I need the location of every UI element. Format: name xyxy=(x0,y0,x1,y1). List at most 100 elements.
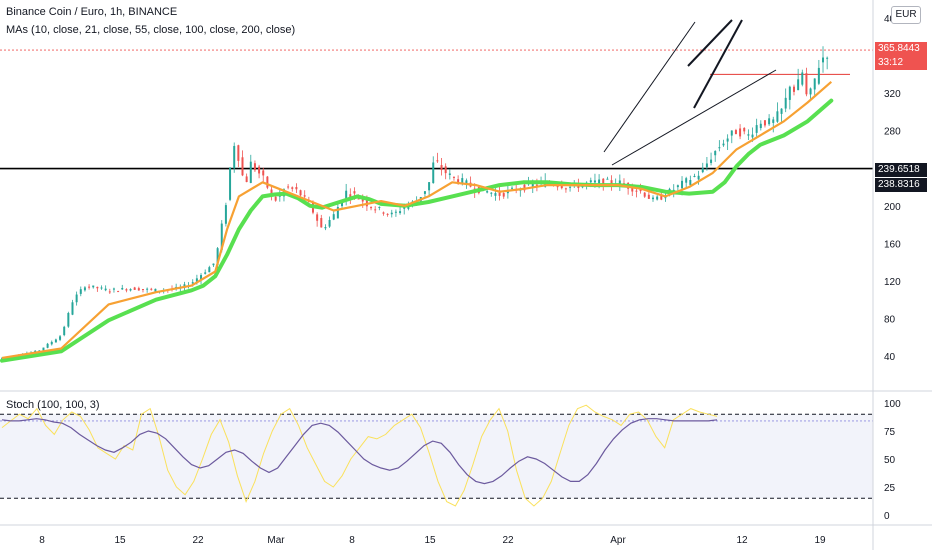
candle-body xyxy=(432,162,435,184)
price-tick-label: 80 xyxy=(884,314,896,325)
candle-body xyxy=(681,180,684,189)
time-tick-label: 8 xyxy=(39,535,45,546)
candle-body xyxy=(50,341,53,345)
candle-body xyxy=(693,176,696,178)
moving-averages-label: MAs (10, close, 21, close, 55, close, 10… xyxy=(6,24,296,36)
candle-body xyxy=(399,211,402,214)
candle-body xyxy=(258,166,261,174)
candle-body xyxy=(598,179,601,184)
candle-body xyxy=(233,145,236,169)
candle-body xyxy=(117,291,120,293)
price-tick-label: 320 xyxy=(884,89,901,100)
candle-body xyxy=(386,213,389,215)
candle-body xyxy=(639,189,642,192)
candle-body xyxy=(129,289,132,291)
time-tick-label: 8 xyxy=(349,535,355,546)
candle-body xyxy=(569,186,572,188)
candle-body xyxy=(556,186,559,188)
stoch-tick-label: 75 xyxy=(884,427,896,438)
time-tick-label: 22 xyxy=(502,535,514,546)
candle-body xyxy=(112,288,115,290)
stochastic-pane[interactable] xyxy=(0,404,873,507)
candle-body xyxy=(714,151,717,156)
candle-body xyxy=(763,120,766,126)
candle-body xyxy=(792,86,795,92)
ma-slow-line xyxy=(0,98,834,363)
candle-body xyxy=(67,312,70,327)
candle-body xyxy=(75,294,78,303)
price-tick-label: 200 xyxy=(884,202,901,213)
candle-body xyxy=(652,197,655,200)
candle-body xyxy=(428,182,431,191)
candle-body xyxy=(229,167,232,200)
candle-body xyxy=(370,207,373,209)
currency-button[interactable]: EUR xyxy=(891,6,921,24)
candle-body xyxy=(195,278,198,282)
candle-body xyxy=(494,193,497,196)
candle-body xyxy=(805,73,808,95)
candle-body xyxy=(212,263,215,266)
candle-body xyxy=(490,192,493,194)
time-tick-label: 22 xyxy=(192,535,204,546)
stoch-tick-label: 100 xyxy=(884,399,901,410)
candle-body xyxy=(801,72,804,85)
candle-body xyxy=(216,248,219,266)
time-tick-label: 12 xyxy=(736,535,748,546)
candle-body xyxy=(606,178,609,180)
candle-body xyxy=(718,147,721,149)
candle-body xyxy=(535,184,538,186)
candle-body xyxy=(531,183,534,188)
candle-body xyxy=(564,188,567,190)
price-tick-label: 120 xyxy=(884,277,901,288)
candle-body xyxy=(610,180,613,184)
candle-body xyxy=(204,272,207,274)
symbol-title: Binance Coin / Euro, 1h, BINANCE xyxy=(6,6,178,18)
candle-body xyxy=(245,176,248,183)
stoch-k-line xyxy=(1,404,718,507)
candle-body xyxy=(237,145,240,161)
candle-body xyxy=(440,165,443,171)
price-pane[interactable] xyxy=(0,19,873,363)
candle-body xyxy=(697,175,700,180)
candle-body xyxy=(320,218,323,228)
last-price-tag: 365.8443 xyxy=(875,42,927,56)
stoch-title: Stoch (100, 100, 3) xyxy=(6,399,100,411)
candle-body xyxy=(747,134,750,136)
candle-body xyxy=(772,119,775,123)
time-tick-label: 15 xyxy=(424,535,436,546)
candle-body xyxy=(270,189,273,194)
candle-body xyxy=(299,190,302,196)
candle-body xyxy=(266,176,269,188)
candle-body xyxy=(788,86,791,100)
candle-body xyxy=(42,347,45,351)
price-tick-label: 160 xyxy=(884,239,901,250)
candle-body xyxy=(465,180,468,184)
candle-body xyxy=(577,185,580,189)
candle-body xyxy=(349,194,352,198)
candle-body xyxy=(743,127,746,132)
candle-body xyxy=(656,196,659,200)
candle-body xyxy=(461,178,464,184)
candle-body xyxy=(755,125,758,133)
stoch-tick-label: 25 xyxy=(884,483,896,494)
candle-body xyxy=(121,287,124,290)
candle-body xyxy=(444,166,447,174)
candle-body xyxy=(618,180,621,186)
candle-body xyxy=(150,288,153,290)
candle-body xyxy=(133,287,136,290)
candle-body xyxy=(249,161,252,183)
trend-drawings xyxy=(603,19,777,166)
candle-body xyxy=(602,178,605,186)
candle-body xyxy=(780,108,783,114)
candle-body xyxy=(498,190,501,196)
candle-body xyxy=(423,191,426,194)
candle-body xyxy=(220,223,223,251)
ma-fast-line xyxy=(1,80,833,359)
candle-body xyxy=(436,160,439,162)
candle-body xyxy=(79,289,82,294)
candle-body xyxy=(154,288,157,292)
price-tick-label: 40 xyxy=(884,352,896,363)
candle-body xyxy=(357,198,360,200)
candle-body xyxy=(274,196,277,201)
